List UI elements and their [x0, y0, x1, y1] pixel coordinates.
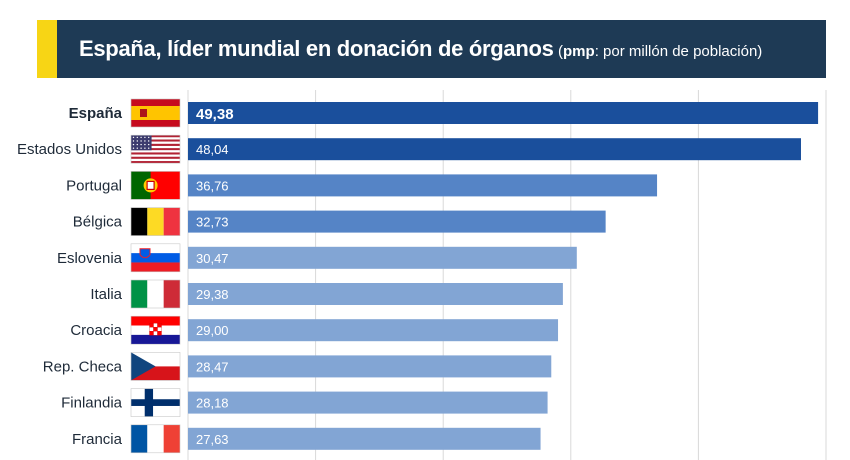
bar [188, 283, 563, 305]
category-label: Croacia [70, 322, 122, 339]
category-label: Eslovenia [57, 250, 123, 267]
bar [188, 427, 541, 450]
chart-header: España, líder mundial en donación de órg… [37, 20, 826, 78]
category-label: Francia [72, 431, 123, 448]
slovenia-flag-icon [130, 243, 181, 273]
chart-row: Bélgica 32,73 [73, 207, 606, 236]
category-label: Rep. Checa [43, 358, 123, 375]
finland-flag-icon [130, 388, 181, 417]
value-label: 28,18 [196, 396, 229, 411]
chart-row: Estados Unidos 48,04 [17, 134, 801, 164]
unit-description: : por millón de población [594, 43, 758, 60]
croatia-flag-icon [130, 315, 181, 345]
bar [188, 246, 577, 269]
spain-flag-icon [130, 98, 181, 128]
category-label: Italia [90, 286, 122, 303]
category-label: Finlandia [61, 395, 123, 412]
category-label: Portugal [66, 177, 122, 194]
chart-row: Croacia 29,00 [70, 315, 559, 345]
chart-row: Portugal 36,76 [66, 171, 658, 200]
value-label: 29,00 [196, 323, 229, 338]
value-label: 48,04 [196, 142, 229, 157]
portugal-flag-icon [130, 171, 181, 200]
belgium-flag-icon [130, 207, 181, 236]
chart-row: Finlandia 28,18 [61, 388, 548, 417]
category-label: Bélgica [73, 214, 123, 231]
category-label: España [69, 105, 123, 122]
bar-rows: España 49,38 Estados Unidos 48,04 Portugal 36… [17, 98, 819, 454]
chart-row: Italia 29,38 [90, 279, 563, 309]
chart-title-main: España, líder mundial en donación de órg… [79, 36, 554, 61]
bar [188, 391, 548, 414]
value-label: 49,38 [196, 106, 234, 123]
chart-row: Rep. Checa 28,47 [43, 352, 552, 381]
header-accent-stripe [37, 20, 57, 78]
bar [188, 319, 559, 342]
value-label: 27,63 [196, 432, 229, 447]
value-label: 36,76 [196, 178, 229, 193]
unit-abbreviation: pmp [563, 43, 595, 60]
france-flag-icon [130, 424, 181, 454]
bar [188, 138, 801, 161]
czech-flag-icon [130, 352, 181, 381]
chart-row: España 49,38 [69, 98, 819, 128]
chart-row: Eslovenia 30,47 [57, 243, 577, 273]
bar [188, 210, 606, 233]
value-label: 29,38 [196, 287, 229, 302]
chart-title-note: (pmp: por millón de población) [558, 43, 763, 60]
category-label: Estados Unidos [17, 141, 122, 158]
value-label: 30,47 [196, 251, 229, 266]
chart-row: Francia 27,63 [72, 424, 541, 454]
chart-title: España, líder mundial en donación de órg… [79, 36, 762, 62]
bar [188, 102, 819, 124]
bar-chart: España 49,38 Estados Unidos 48,04 Portugal 36… [17, 90, 827, 460]
bar [188, 174, 658, 197]
italy-flag-icon [130, 279, 181, 309]
value-label: 32,73 [196, 215, 229, 230]
usa-flag-icon [130, 134, 181, 164]
value-label: 28,47 [196, 359, 229, 374]
bar [188, 355, 552, 378]
